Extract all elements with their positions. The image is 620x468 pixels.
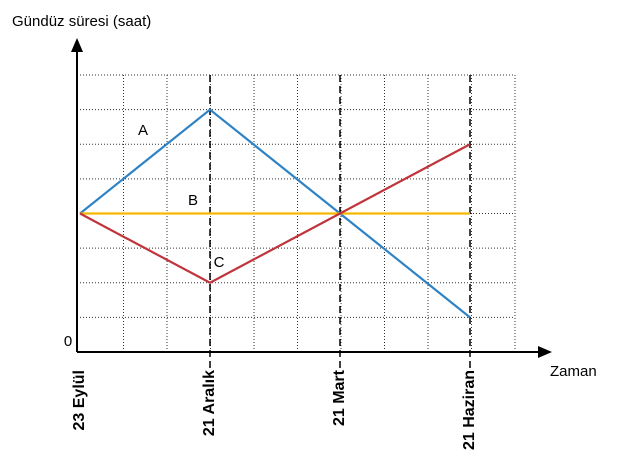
y-tick-label: 0	[64, 333, 72, 350]
x-axis-label: Zaman	[550, 363, 597, 380]
x-tick-label: 21 Mart	[331, 369, 348, 426]
series-label: B	[188, 192, 198, 209]
x-tick-label: 21 Aralık	[201, 370, 218, 436]
data-line	[79, 143, 471, 284]
y-axis-label: Gündüz süresi (saat)	[12, 13, 151, 30]
x-tick-label: 23 Eylül	[71, 370, 88, 430]
x-tick-label: 21 Haziran	[461, 370, 478, 450]
series-label: A	[138, 122, 148, 139]
data-line	[79, 108, 471, 319]
y-axis-arrow	[71, 38, 83, 52]
series-label: C	[214, 254, 225, 271]
x-axis-arrow	[538, 346, 552, 358]
